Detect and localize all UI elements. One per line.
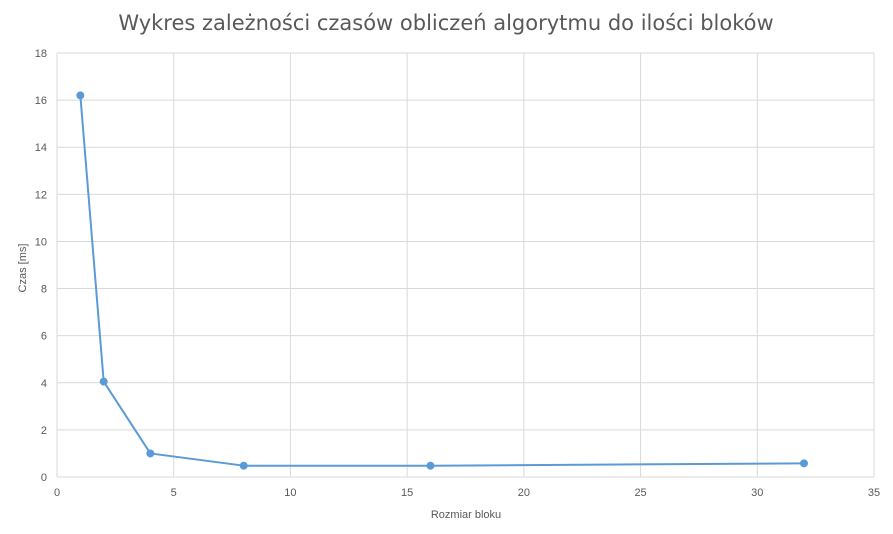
x-axis-label: Rozmiar bloku: [431, 509, 501, 521]
vertical-gridlines: [56, 53, 875, 477]
y-tick-label: 10: [35, 236, 47, 248]
data-point: [426, 461, 435, 470]
x-tick-label: 25: [634, 487, 646, 499]
data-point: [99, 377, 108, 386]
data-point: [76, 91, 85, 100]
x-tick-label: 35: [868, 487, 880, 499]
y-tick-label: 0: [41, 472, 47, 484]
y-tick-label: 12: [35, 189, 47, 201]
y-tick-labels: 0 2 4 6 8 10 12 14 16 18: [35, 48, 47, 484]
series-line: [79, 95, 804, 467]
data-point: [146, 449, 155, 458]
y-tick-label: 2: [41, 425, 47, 437]
y-tick-label: 6: [41, 331, 47, 343]
y-tick-label: 4: [41, 378, 47, 390]
chart-title: Wykres zależności czasów obliczeń algory…: [118, 11, 773, 35]
x-tick-label: 15: [401, 487, 413, 499]
x-tick-label: 0: [54, 487, 60, 499]
x-tick-label: 10: [284, 487, 296, 499]
data-point: [799, 459, 808, 468]
data-point: [239, 461, 248, 470]
y-tick-label: 18: [35, 48, 47, 60]
x-tick-label: 5: [171, 487, 177, 499]
y-axis-label: Czas [ms]: [17, 244, 29, 293]
y-tick-label: 8: [41, 284, 47, 296]
x-tick-labels: 0 5 10 15 20 25 30 35: [54, 487, 880, 499]
data-points: [76, 91, 808, 470]
x-tick-label: 30: [751, 487, 763, 499]
y-tick-label: 14: [35, 142, 47, 154]
horizontal-gridlines: [57, 52, 874, 478]
y-tick-label: 16: [35, 95, 47, 107]
x-tick-label: 20: [518, 487, 530, 499]
